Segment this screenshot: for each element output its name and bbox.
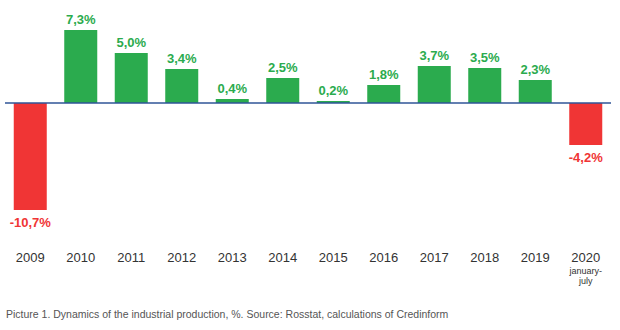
bar — [569, 103, 602, 145]
data-label: 1,8% — [369, 67, 399, 82]
category-label: 2014 — [268, 250, 297, 265]
chart-svg: -10,7% 7,3% 5,0% 3,4% 0,4% 2,5% 0,2% 1,8% 3,7% 3,… — [0, 0, 620, 330]
bar — [115, 53, 148, 103]
bar — [165, 69, 198, 103]
data-label: -10,7% — [10, 215, 52, 230]
bar — [14, 103, 47, 210]
category-label: 2018 — [470, 250, 499, 265]
category-label: 2019 — [521, 250, 550, 265]
data-label: 0,2% — [318, 83, 348, 98]
category-label: 2011 — [117, 250, 145, 265]
data-label: 7,3% — [66, 12, 96, 27]
data-label: 3,4% — [167, 51, 197, 66]
category-label: 2012 — [167, 250, 196, 265]
bar — [468, 68, 501, 103]
data-label: 3,5% — [470, 50, 500, 65]
category-label: 2010 — [66, 250, 95, 265]
data-label: 2,3% — [520, 62, 550, 77]
data-label: 3,7% — [419, 48, 449, 63]
category-label: 2020january-july — [568, 250, 602, 286]
category-label: 2009 — [16, 250, 45, 265]
data-label: 0,4% — [217, 81, 247, 96]
bar — [64, 30, 97, 103]
category-label: 2015 — [319, 250, 348, 265]
data-label: -4,2% — [569, 150, 603, 165]
category-label: 2013 — [218, 250, 247, 265]
bar — [519, 80, 552, 103]
category-label: 2016 — [369, 250, 398, 265]
bars — [14, 30, 603, 210]
baseline — [5, 102, 611, 104]
bar — [418, 66, 451, 103]
bar — [266, 78, 299, 103]
caption: Picture 1. Dynamics of the industrial pr… — [6, 308, 449, 320]
data-label: 2,5% — [268, 60, 298, 75]
data-label: 5,0% — [116, 35, 146, 50]
bar — [367, 85, 400, 103]
chart-container: -10,7% 7,3% 5,0% 3,4% 0,4% 2,5% 0,2% 1,8% 3,7% 3,… — [0, 0, 620, 330]
category-label: 2017 — [420, 250, 449, 265]
